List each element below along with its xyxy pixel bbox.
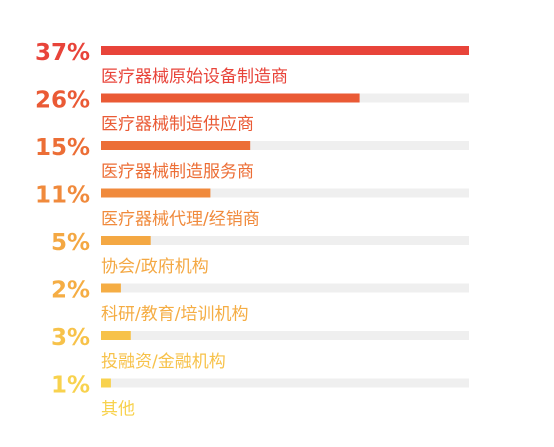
bar-row: 11% 医疗器械代理/经销商 bbox=[35, 183, 469, 230]
bar-track bbox=[101, 188, 469, 198]
bar-row: 2% 科研/教育/培训机构 bbox=[51, 278, 469, 325]
bar-row: 26% 医疗器械制造供应商 bbox=[35, 88, 469, 135]
data-label: 26% bbox=[35, 88, 90, 114]
data-label: 11% bbox=[35, 183, 90, 209]
bar-row: 15% 医疗器械制造服务商 bbox=[35, 135, 469, 182]
category-label: 协会/政府机构 bbox=[101, 257, 209, 277]
data-label: 1% bbox=[51, 373, 90, 399]
bar-row: 3% 投融资/金融机构 bbox=[51, 325, 469, 372]
data-label: 2% bbox=[51, 278, 90, 304]
category-label: 医疗器械原始设备制造商 bbox=[101, 67, 288, 87]
category-label: 其他 bbox=[101, 400, 135, 420]
bar bbox=[101, 283, 121, 293]
category-label: 医疗器械制造供应商 bbox=[101, 115, 254, 135]
bar-row: 1% 其他 bbox=[51, 373, 469, 420]
bar bbox=[101, 188, 211, 198]
category-label: 科研/教育/培训机构 bbox=[101, 305, 248, 325]
bar-track bbox=[101, 378, 469, 388]
category-label: 医疗器械制造服务商 bbox=[101, 162, 254, 182]
data-label: 37% bbox=[35, 40, 90, 66]
bar-row: 37% 医疗器械原始设备制造商 bbox=[35, 40, 469, 87]
category-label: 投融资/金融机构 bbox=[101, 352, 226, 372]
category-label: 医疗器械代理/经销商 bbox=[101, 210, 260, 230]
bar bbox=[101, 141, 251, 150]
bar bbox=[101, 331, 131, 340]
data-label: 5% bbox=[51, 230, 90, 256]
bar bbox=[101, 378, 111, 388]
bar-track bbox=[101, 331, 469, 340]
bar bbox=[101, 236, 151, 245]
bar-row: 5% 协会/政府机构 bbox=[51, 230, 469, 277]
bar-track bbox=[101, 141, 469, 150]
bar bbox=[101, 46, 469, 55]
bar bbox=[101, 93, 360, 103]
data-label: 15% bbox=[35, 135, 90, 161]
data-label: 3% bbox=[51, 325, 90, 351]
bar-track bbox=[101, 283, 469, 293]
bar-track bbox=[101, 236, 469, 245]
